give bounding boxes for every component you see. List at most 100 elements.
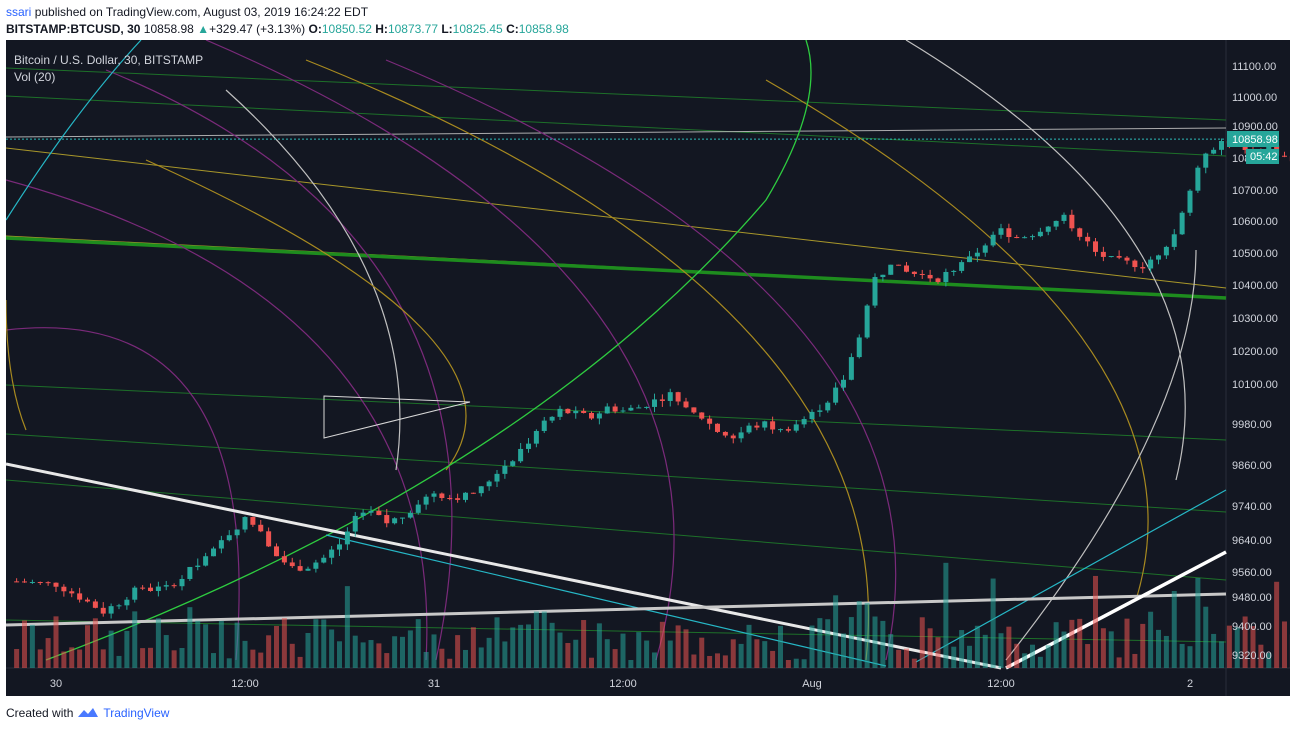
- volume-bar: [179, 647, 185, 668]
- volume-bar: [699, 637, 705, 668]
- candle-body: [589, 412, 594, 419]
- candle-body: [1132, 260, 1138, 268]
- candle-body: [848, 357, 854, 380]
- candle-body: [1203, 153, 1209, 168]
- candle-body: [258, 524, 264, 532]
- volume-bar: [250, 649, 256, 668]
- last-price: 10858.98: [143, 22, 194, 36]
- candle-body: [604, 406, 610, 414]
- x-tick-label: 12:00: [987, 678, 1015, 690]
- candle-body: [809, 411, 815, 420]
- volume-bar: [667, 640, 673, 668]
- volume-bar: [557, 632, 563, 668]
- candle-body: [872, 277, 878, 306]
- volume-bar: [785, 659, 791, 668]
- candle-body: [1282, 155, 1287, 157]
- candle-body: [707, 418, 713, 424]
- candle-body: [951, 270, 957, 272]
- candle-body: [61, 586, 67, 592]
- volume-bar: [762, 641, 768, 668]
- volume-bar: [526, 624, 531, 668]
- volume-bar: [22, 620, 27, 668]
- volume-bar: [746, 624, 752, 668]
- high-value: 10873.77: [387, 22, 438, 36]
- candle-body: [1179, 212, 1185, 235]
- volume-bar: [502, 641, 508, 668]
- y-tick-label: 10400.00: [1232, 280, 1278, 292]
- tradingview-link[interactable]: TradingView: [103, 706, 170, 720]
- cyan-line: [325, 534, 887, 667]
- volume-bar: [274, 625, 279, 668]
- volume-bar: [439, 648, 445, 668]
- candle-body: [518, 448, 524, 462]
- candle-body: [699, 412, 705, 419]
- candle-body: [620, 410, 626, 412]
- y-tick-label: 10600.00: [1232, 216, 1278, 228]
- volume-bar: [281, 618, 287, 668]
- candle-body: [234, 529, 240, 536]
- y-tick-label: 9980.00: [1232, 419, 1272, 431]
- candle-body: [549, 416, 555, 421]
- candle-body: [1140, 267, 1146, 269]
- volume-bar: [258, 652, 264, 668]
- volume-bar: [911, 658, 917, 668]
- candle-body: [1163, 246, 1169, 256]
- channel-line: [6, 147, 1227, 289]
- author-link[interactable]: ssari: [6, 5, 32, 19]
- low-label: L:: [441, 22, 453, 36]
- cyan-line: [915, 489, 1227, 663]
- candle-body: [132, 587, 138, 600]
- candle-body: [494, 473, 500, 482]
- fib-arc: [385, 59, 897, 661]
- x-tick-label: 31: [428, 678, 440, 690]
- price-change: +329.47 (+3.13%): [209, 22, 306, 36]
- volume-bar: [1030, 644, 1035, 668]
- candle-body: [407, 512, 413, 518]
- candle-body: [746, 425, 752, 433]
- candle-body: [274, 546, 279, 557]
- volume-bar: [108, 630, 114, 668]
- candle-body: [935, 278, 941, 283]
- volume-bar: [683, 629, 689, 668]
- y-tick-label: 9640.00: [1232, 535, 1272, 547]
- volume-bar: [967, 645, 972, 668]
- volume-bar: [53, 616, 59, 668]
- y-tick-label: 9320.00: [1232, 650, 1272, 662]
- volume-bar: [100, 649, 106, 668]
- candle-body: [683, 401, 689, 408]
- volume-bar: [1171, 590, 1177, 668]
- volume-bar: [45, 638, 51, 668]
- chart-background: [6, 40, 1290, 696]
- candle-body: [384, 515, 390, 524]
- volume-bar: [360, 642, 366, 668]
- volume-bar: [478, 647, 484, 668]
- volume-bar: [998, 633, 1004, 668]
- volume-bar: [1014, 643, 1020, 668]
- candle-body: [155, 586, 161, 591]
- candle-body: [250, 517, 256, 525]
- volume-bar: [904, 648, 909, 668]
- candle-body: [1069, 214, 1075, 229]
- candle-body: [22, 581, 27, 583]
- volume-bar: [1132, 653, 1138, 668]
- candle-body: [541, 420, 547, 431]
- candle-body: [140, 587, 146, 589]
- candle-body: [179, 578, 185, 587]
- candle-body: [344, 531, 350, 545]
- volume-bar: [400, 636, 405, 668]
- volume-bar: [848, 617, 854, 668]
- volume-bar: [1179, 643, 1185, 668]
- volume-bar: [1053, 622, 1059, 668]
- volume-bar: [833, 595, 839, 668]
- candle-body: [313, 562, 319, 569]
- volume-bar: [581, 620, 587, 668]
- candle-body: [1100, 251, 1106, 257]
- y-tick-label: 10300.00: [1232, 313, 1278, 325]
- volume-bar: [707, 655, 713, 668]
- price-chart[interactable]: 9320.00 9400.00 9480.00 9560.00 9640.00 9740.…: [6, 40, 1290, 696]
- close-value: 10858.98: [518, 22, 569, 36]
- low-value: 10825.45: [452, 22, 503, 36]
- candle-body: [187, 566, 193, 579]
- volume-bar: [1163, 635, 1169, 668]
- y-tick-label: 10200.00: [1232, 346, 1278, 358]
